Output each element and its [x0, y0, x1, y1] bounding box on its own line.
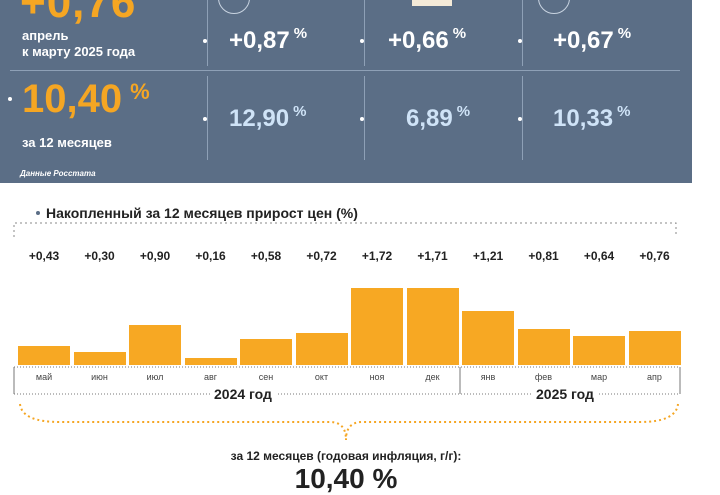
- bar-value-label: +0,58: [250, 249, 282, 263]
- year-label-2025: 2025 год: [532, 386, 598, 402]
- monthly-label-line2: к марту 2025 года: [22, 44, 136, 59]
- bullet: [360, 117, 364, 121]
- bar-ноя: [351, 287, 403, 365]
- divider: [207, 76, 208, 160]
- bar-value-label: +0,64: [583, 249, 615, 263]
- divider: [522, 76, 523, 160]
- bar-окт: [295, 332, 348, 365]
- bar-май: [18, 345, 70, 365]
- category-icon-3: [538, 0, 570, 14]
- divider: [207, 0, 208, 66]
- category-icon-2: [412, 0, 452, 6]
- chart-title: Накопленный за 12 месяцев прирост цен (%…: [46, 205, 364, 221]
- bullet: [518, 117, 522, 121]
- divider: [10, 70, 680, 71]
- month-label: ноя: [369, 372, 385, 382]
- divider: [364, 76, 365, 160]
- bar-дек: [406, 288, 459, 365]
- bar-value-label: +0,43: [28, 249, 60, 263]
- bar-value-label: +0,90: [139, 249, 171, 263]
- bar-value-label: +0,76: [639, 249, 670, 263]
- month-label: мар: [590, 372, 608, 382]
- annual-value-2: 6,89%: [406, 103, 471, 132]
- bar-value-label: +0,81: [528, 249, 559, 263]
- month-label: дек: [425, 372, 440, 382]
- month-label: сен: [258, 372, 274, 382]
- bar-value-label: +0,72: [306, 249, 337, 263]
- year-label-2024: 2024 год: [210, 386, 276, 402]
- bar-янв: [462, 310, 514, 365]
- bar-авг: [184, 357, 237, 365]
- monthly-inflation-value: +0,76: [20, 0, 137, 27]
- bullet: [518, 39, 522, 43]
- bar-value-label: +1,21: [472, 249, 504, 263]
- month-label: авг: [203, 372, 218, 382]
- bar-апр: [628, 330, 681, 365]
- bullet: [203, 117, 207, 121]
- bar-мар: [573, 336, 625, 365]
- bullet: [360, 39, 364, 43]
- month-label: июл: [146, 372, 164, 382]
- month-label: июн: [91, 372, 108, 382]
- title-bullet: [36, 211, 40, 215]
- category-icon-1: [218, 0, 250, 14]
- divider: [522, 0, 523, 66]
- annual-value-1: 12,90%: [229, 103, 307, 132]
- bullet: [8, 97, 12, 101]
- monthly-value-2: +0,66%: [388, 25, 467, 54]
- month-label: май: [35, 372, 53, 382]
- month-label: окт: [314, 372, 329, 382]
- bullet: [203, 39, 207, 43]
- stats-panel: +0,76 апрель к марту 2025 года +0,87% +0…: [0, 0, 692, 183]
- monthly-value-1: +0,87%: [229, 25, 308, 54]
- monthly-label-line1: апрель: [22, 28, 69, 43]
- bar-фев: [517, 328, 570, 365]
- bar-value-label: +1,71: [417, 249, 448, 263]
- annual-summary-label: за 12 месяцев (годовая инфляция, г/г):: [230, 449, 462, 463]
- bar-value-label: +1,72: [361, 249, 393, 263]
- annual-value-3: 10,33%: [553, 103, 631, 132]
- month-label: янв: [480, 372, 496, 382]
- bar-сен: [240, 338, 292, 365]
- month-label: фев: [534, 372, 553, 382]
- month-label: апр: [647, 372, 662, 382]
- bar-value-label: +0,16: [195, 249, 226, 263]
- annual-summary-value: 10,40 %: [294, 463, 398, 494]
- annual-inflation-value: 10,40%: [22, 77, 150, 121]
- monthly-value-3: +0,67%: [553, 25, 632, 54]
- divider: [364, 0, 365, 66]
- title-bracket: [13, 222, 677, 237]
- bar-июл: [129, 324, 181, 365]
- data-source: Данные Росстата: [20, 169, 96, 178]
- annual-brace: [19, 403, 679, 441]
- bar-июн: [73, 351, 126, 365]
- bar-value-label: +0,30: [84, 249, 115, 263]
- annual-label: за 12 месяцев: [22, 135, 112, 150]
